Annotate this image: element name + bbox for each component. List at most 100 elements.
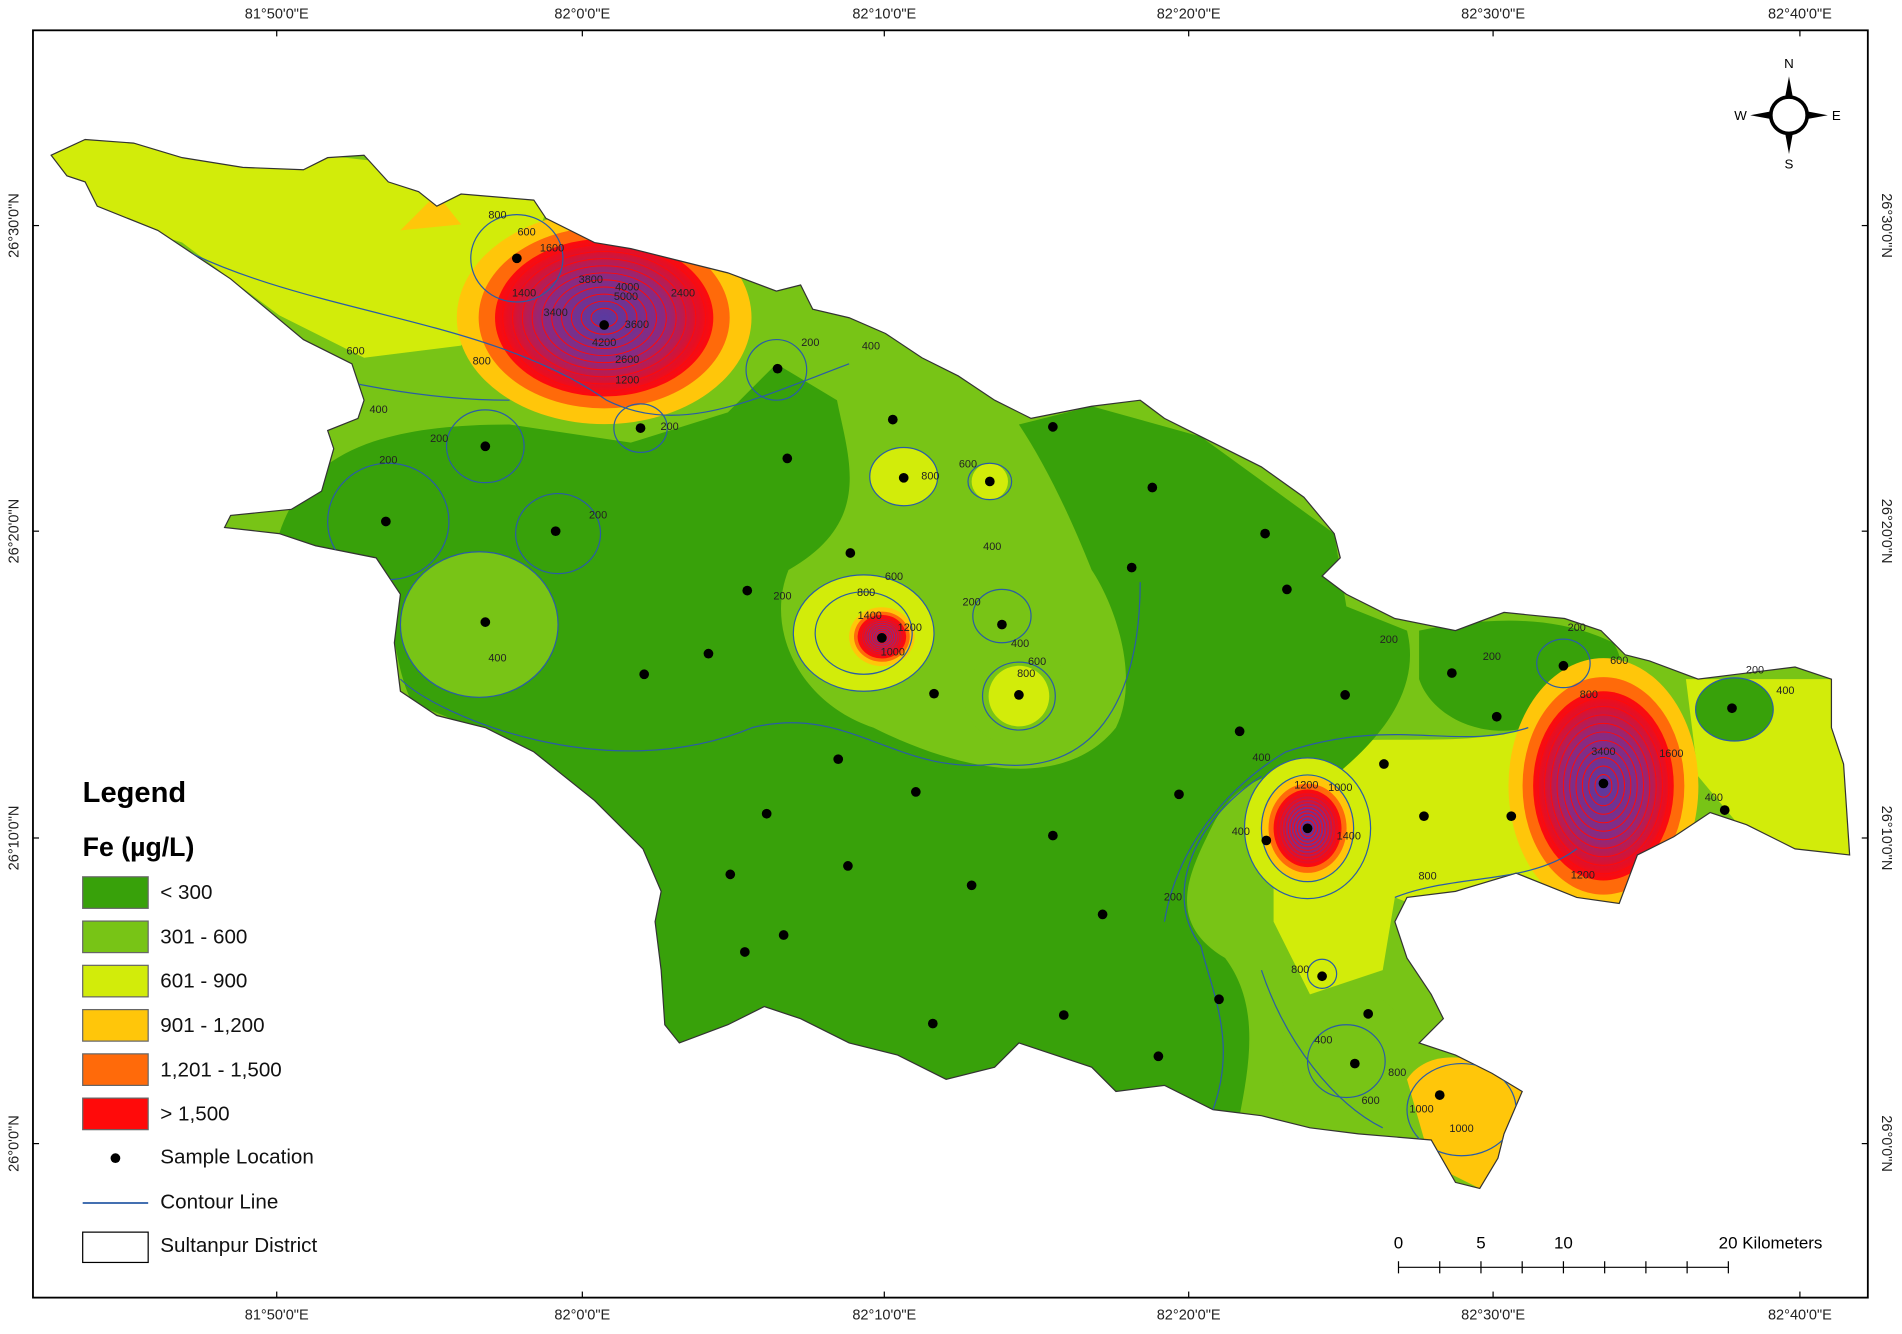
contour-label: 200 bbox=[1164, 891, 1182, 903]
scale-bar-label: 0 bbox=[1394, 1234, 1403, 1253]
contour-label: 1000 bbox=[881, 646, 905, 658]
sample-location bbox=[550, 526, 561, 537]
latitude-label: 26°30'0"N bbox=[1878, 193, 1894, 258]
sample-location bbox=[1048, 422, 1058, 432]
sample-location bbox=[1434, 1090, 1445, 1100]
hotspot-contour bbox=[1281, 798, 1334, 858]
contour-label: 600 bbox=[1362, 1095, 1380, 1107]
contour-label: 200 bbox=[589, 509, 607, 521]
contour-label: 3400 bbox=[1591, 746, 1615, 758]
contour-line bbox=[613, 403, 668, 453]
sample-location bbox=[1506, 811, 1517, 822]
contour-line bbox=[1306, 1024, 1386, 1099]
hotspot-contour bbox=[1299, 819, 1316, 837]
latitude-label: 26°10'0"N bbox=[7, 806, 23, 871]
longitude-label: 82°10'0"E bbox=[852, 6, 916, 22]
hotspot-contour bbox=[861, 617, 903, 656]
legend-swatch bbox=[82, 1053, 149, 1086]
contour-label: 400 bbox=[862, 341, 880, 353]
sample-location bbox=[1719, 805, 1730, 815]
contour-label: 800 bbox=[488, 210, 506, 222]
legend-label: > 1,500 bbox=[160, 1103, 229, 1126]
hotspot-contour bbox=[1293, 812, 1322, 844]
hotspot-contour bbox=[1296, 816, 1319, 841]
sample-location bbox=[1147, 482, 1158, 493]
longitude-label: 82°0'0"E bbox=[554, 6, 610, 22]
contour-label: 400 bbox=[369, 404, 387, 416]
contour-line bbox=[981, 661, 1056, 731]
contour-line bbox=[1536, 638, 1591, 689]
sample-location bbox=[1282, 584, 1292, 595]
legend-variable: Fe (µg/L) bbox=[83, 832, 195, 862]
latitude-label: 26°30'0"N bbox=[7, 193, 23, 258]
legend-title: Legend bbox=[83, 777, 186, 809]
contour-label: 800 bbox=[473, 355, 491, 367]
hotspot-contour bbox=[1562, 731, 1645, 841]
legend-label: 301 - 600 bbox=[160, 925, 247, 948]
sample-location bbox=[997, 619, 1007, 630]
contour-label: 800 bbox=[921, 470, 939, 482]
sample-location bbox=[1126, 562, 1137, 573]
zone-301-600 bbox=[400, 551, 559, 698]
contour-label: 800 bbox=[857, 587, 875, 599]
contour-label: 1000 bbox=[1328, 782, 1352, 794]
hotspot-contour bbox=[1575, 748, 1632, 824]
hotspot-contour bbox=[551, 279, 658, 357]
contour-label: 200 bbox=[379, 455, 397, 467]
longitude-label: 82°20'0"E bbox=[1157, 1308, 1221, 1324]
contour-label: 1400 bbox=[858, 610, 882, 622]
contour-label: 3800 bbox=[579, 274, 603, 286]
sample-location bbox=[1234, 726, 1245, 737]
sample-location bbox=[984, 476, 995, 487]
sample-location bbox=[1419, 811, 1429, 822]
legend-label: < 300 bbox=[160, 881, 212, 904]
sample-location bbox=[761, 808, 772, 819]
contour-label: 4200 bbox=[592, 337, 616, 349]
sample-location bbox=[772, 363, 783, 374]
contour-label: 200 bbox=[773, 591, 791, 603]
contour-label: 400 bbox=[1011, 638, 1029, 650]
legend-swatch bbox=[82, 1008, 149, 1042]
sample-location bbox=[887, 414, 898, 425]
hotspot-contour bbox=[1278, 795, 1337, 862]
hotspot-contour bbox=[1290, 809, 1325, 848]
contour-label: 5000 bbox=[614, 291, 638, 303]
contour-line bbox=[869, 446, 939, 507]
contour-line bbox=[1183, 775, 1262, 1110]
contour-line bbox=[399, 582, 1141, 766]
latitude-label: 26°20'0"N bbox=[7, 499, 23, 564]
hotspot-contour bbox=[1556, 722, 1651, 849]
contour-label: 3400 bbox=[544, 307, 568, 319]
sample-location bbox=[739, 947, 750, 957]
graticule: 81°50'0"E 81°50'0"E 82°0'0"E 82°0'0"E 82°10'… bbox=[7, 6, 1895, 1323]
contour-label: 1200 bbox=[1294, 780, 1318, 792]
sample-location bbox=[898, 472, 909, 483]
sample-location bbox=[1058, 1010, 1069, 1020]
contour-label: 4000 bbox=[615, 281, 639, 293]
zone-gt-1500 bbox=[495, 238, 714, 397]
hotspot-contour bbox=[1581, 756, 1626, 815]
contour-lines bbox=[72, 214, 1774, 1157]
legend-label: Contour Line bbox=[160, 1190, 278, 1213]
contour-line bbox=[470, 214, 564, 303]
contour-label: 200 bbox=[1483, 651, 1501, 663]
contour-label: 400 bbox=[488, 652, 506, 664]
sample-location bbox=[1261, 835, 1272, 846]
sample-location bbox=[1302, 823, 1313, 834]
sample-location bbox=[929, 688, 939, 699]
sample-location bbox=[1317, 971, 1327, 982]
sample-location bbox=[1379, 759, 1389, 769]
contour-line bbox=[1394, 848, 1578, 898]
contour-label: 200 bbox=[1380, 634, 1398, 646]
legend-label: Sample Location bbox=[160, 1146, 314, 1169]
contour-label: 400 bbox=[1705, 792, 1723, 804]
longitude-label: 81°50'0"E bbox=[245, 1308, 309, 1324]
scale-bar-label: 5 bbox=[1476, 1234, 1485, 1253]
sample-location bbox=[1014, 690, 1024, 700]
sample-locations bbox=[381, 253, 1737, 1100]
contour-line bbox=[792, 574, 935, 692]
compass-north: N bbox=[1784, 56, 1794, 71]
contour-label: 600 bbox=[517, 227, 535, 239]
